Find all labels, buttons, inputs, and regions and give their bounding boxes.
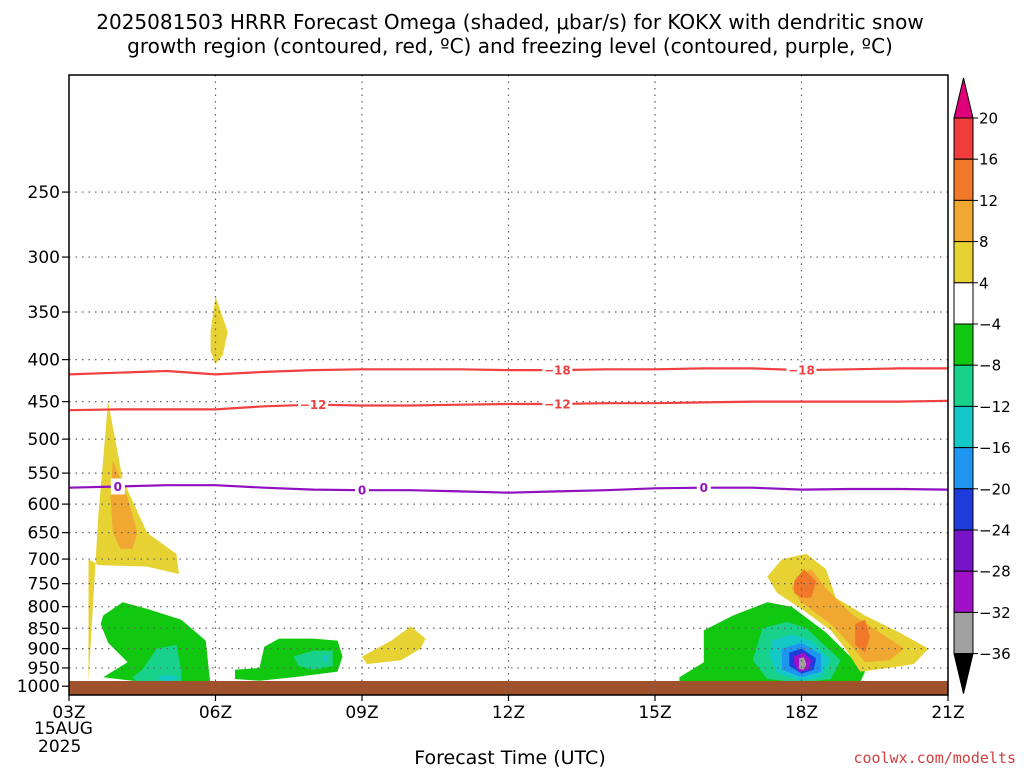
chart-title: 2025081503 HRRR Forecast Omega (shaded, …: [96, 10, 923, 58]
x-tick-label: 15Z: [638, 703, 671, 723]
colorbar-label: −16: [979, 439, 1011, 457]
contour-label-bg: [542, 395, 573, 412]
omega-region-4: [100, 602, 211, 688]
y-tick-label: 850: [28, 619, 60, 639]
y-tick-label: 950: [28, 659, 60, 679]
omega-region-18: [791, 569, 905, 663]
chart-title-line-2: growth region (contoured, red, ºC) and f…: [127, 34, 893, 58]
y-tick-label: 800: [28, 598, 60, 618]
colorbar-label: −4: [979, 316, 1001, 334]
x-tick-label: 03Z: [52, 703, 85, 723]
contour-line-0: [68, 484, 949, 494]
y-tick-label: 600: [28, 495, 60, 515]
chart-title-line-1: 2025081503 HRRR Forecast Omega (shaded, …: [96, 10, 923, 34]
colorbar-label: 4: [979, 274, 989, 292]
x-tick-label: 21Z: [931, 703, 964, 723]
colorbar-label: −20: [979, 480, 1011, 498]
colorbar-box: [953, 529, 974, 572]
date-day-label: 15AUG: [34, 719, 93, 739]
y-tick-label: 350: [28, 303, 60, 323]
colorbar-label: 16: [979, 151, 998, 169]
colorbar-box: [953, 364, 974, 407]
x-tick-label: 12Z: [492, 703, 525, 723]
colorbar-top-arrow: [953, 77, 974, 119]
colorbar-label: −36: [979, 645, 1011, 663]
contour-label-bg: [298, 396, 329, 413]
omega-region-9: [322, 654, 328, 663]
credit-text: coolwx.com/modelts: [853, 749, 1016, 767]
y-axis-ticks: 2503003504004505005506006507007508008509…: [17, 183, 69, 697]
contour-label: −12: [544, 397, 571, 411]
y-tick-label: 900: [28, 640, 60, 660]
y-tick-label: 450: [28, 393, 60, 413]
omega-shading: [88, 296, 929, 688]
colorbar: 20 16 12 8 4 −4 −8 −12 −16 −20 −24 −28 −32 −36: [953, 77, 1011, 694]
temperature-contours: −18 −18 −12 −12 0 0 0: [68, 362, 949, 499]
colorbar-box: [953, 199, 974, 243]
x-tick-label: 06Z: [199, 703, 232, 723]
contour-label: 0: [114, 480, 122, 494]
contour-line--12: [68, 399, 949, 412]
colorbar-box: [953, 117, 974, 160]
y-tick-label: 400: [28, 351, 60, 371]
y-tick-label: 300: [28, 248, 60, 268]
contour-label-bg: [696, 479, 711, 496]
contour-label: 0: [700, 481, 708, 495]
contour-label: −18: [788, 364, 815, 378]
x-axis-ticks: 03Z 06Z 09Z 12Z 15Z 18Z 21Z: [52, 695, 965, 723]
omega-region-3: [362, 626, 426, 665]
x-tick-label: 18Z: [785, 703, 818, 723]
omega-region-2: [210, 296, 228, 364]
y-tick-label: 250: [28, 183, 60, 203]
omega-region-8: [293, 650, 333, 670]
omega-region-6: [156, 675, 182, 683]
y-tick-label: 550: [28, 464, 60, 484]
colorbar-box: [953, 570, 974, 613]
colorbar-box: [953, 405, 974, 449]
y-tick-label: 1000: [17, 677, 60, 697]
colorbar-label: 20: [979, 110, 998, 128]
omega-region-19: [794, 569, 817, 598]
colorbar-label: 12: [979, 192, 998, 210]
omega-region-20: [855, 619, 870, 653]
contour-label-bg: [110, 478, 125, 495]
y-tick-label: 500: [28, 430, 60, 450]
colorbar-label: −8: [979, 357, 1001, 375]
x-tick-label: 09Z: [345, 703, 378, 723]
contour-label: −18: [544, 364, 571, 378]
start-date-label: 15AUG 2025: [34, 719, 93, 757]
colorbar-box: [953, 323, 974, 366]
contour-label: 0: [358, 484, 366, 498]
colorbar-box: [953, 447, 974, 490]
colorbar-label: −24: [979, 522, 1011, 540]
contour-label-bg: [355, 482, 369, 499]
colorbar-label: −12: [979, 398, 1011, 416]
colorbar-bottom-arrow: [953, 653, 974, 694]
terrain-rect: [69, 681, 948, 695]
colorbar-box: [953, 488, 974, 531]
colorbar-box: [953, 241, 974, 284]
y-tick-label: 650: [28, 524, 60, 544]
y-tick-label: 700: [28, 550, 60, 570]
x-axis-title: Forecast Time (UTC): [414, 747, 605, 768]
date-year-label: 2025: [38, 737, 81, 757]
contour-label-bg: [786, 362, 817, 379]
colorbar-label: 8: [979, 233, 989, 251]
contour-label-bg: [542, 362, 573, 379]
colorbar-box: [953, 158, 974, 201]
omega-region-7: [235, 638, 343, 681]
colorbar-box: [953, 611, 974, 655]
colorbar-box: [953, 282, 974, 325]
contour-label: −12: [300, 398, 327, 412]
colorbar-label: −32: [979, 604, 1011, 622]
terrain-band: [69, 681, 948, 695]
colorbar-label: −28: [979, 563, 1011, 581]
y-tick-label: 750: [28, 575, 60, 595]
